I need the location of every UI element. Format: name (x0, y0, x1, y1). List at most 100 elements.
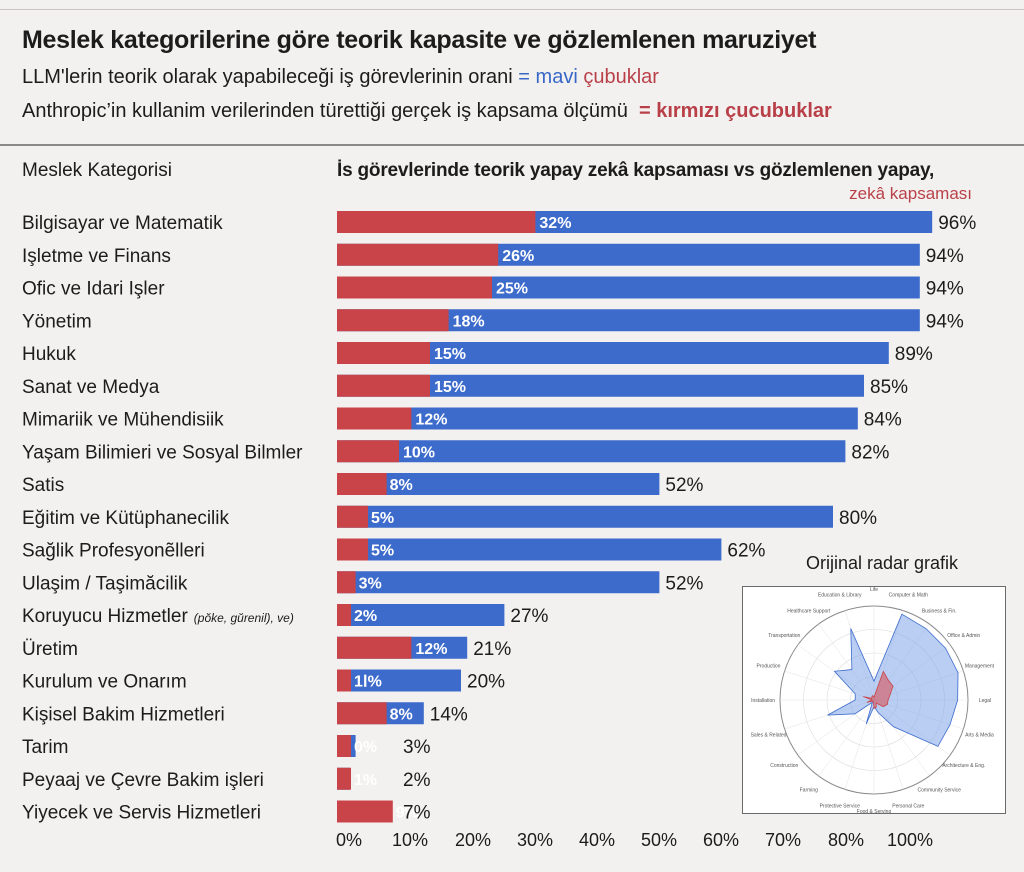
theoretical-value-label: 82% (851, 442, 889, 463)
theoretical-value-label: 94% (926, 279, 964, 300)
observed-bar (337, 735, 351, 757)
observed-bar (337, 374, 430, 397)
theoretical-bar (337, 604, 505, 626)
theoretical-bar (337, 669, 461, 692)
theoretical-value-label: 14% (430, 704, 468, 725)
chart-column-header: İs görevlerinde teorik yapay zekâ kapsam… (337, 160, 935, 181)
theoretical-value-label: 84% (864, 410, 902, 431)
theoretical-bar (337, 473, 660, 495)
observed-bar (337, 407, 412, 430)
category-label: Koruyucu Hizmetler (pŏke, gŭrenil), ve) (22, 606, 294, 627)
radar-spoke (873, 699, 904, 790)
theoretical-value-label: 52% (665, 475, 703, 496)
x-tick-label: 70% (765, 830, 801, 850)
radar-axis-label: Office & Admin (947, 633, 980, 639)
observed-value-label: 8% (390, 706, 413, 723)
x-tick-label: 30% (517, 830, 553, 850)
category-label: Üretim (22, 639, 78, 660)
legend-blue-bars-word: çubuklar (583, 66, 659, 88)
category-label: Kişisel Bakim Hizmetleri (22, 704, 225, 725)
category-label: Mimariik ve Mühendisiik (22, 410, 224, 431)
observed-value-label: 1Ⅰ% (354, 674, 382, 691)
top-rule (0, 9, 1024, 10)
radar-axis-label: Business & Fin. (922, 608, 957, 614)
observed-bar (337, 800, 393, 823)
theoretical-bar (337, 505, 833, 528)
observed-value-label: 8% (390, 477, 413, 494)
radar-axis-label: Installation (751, 698, 775, 704)
x-tick-label: 40% (579, 830, 615, 850)
observed-bar (337, 538, 368, 561)
observed-value-label: 18% (453, 313, 485, 330)
observed-value-label: 26% (502, 248, 534, 265)
theoretical-value-label: 27% (510, 606, 548, 627)
observed-bar (337, 604, 351, 626)
theoretical-bar (337, 538, 722, 561)
category-label: Ulaşim / Taşimăcilik (22, 573, 188, 594)
radar-axis-label: Food & Serving (857, 809, 892, 813)
theoretical-bar (337, 374, 864, 397)
radar-axis-label: Sales & Related (751, 732, 787, 738)
theoretical-value-label: 89% (895, 344, 933, 365)
radar-chart: Life Computer & Math Business & Fin. Office… (751, 587, 995, 813)
radar-axis-label: Computer & Math (889, 593, 928, 599)
theoretical-value-label: 2% (403, 770, 431, 791)
legend-blue-equals: = (518, 66, 530, 88)
radar-axis-label: Architecture & Eng. (942, 763, 985, 769)
theoretical-value-label: 7% (403, 803, 431, 824)
radar-axis-label: Arts & Media (965, 732, 994, 738)
category-label: Satis (22, 475, 64, 496)
observed-bar (337, 669, 351, 692)
observed-bar (337, 243, 499, 266)
category-label: Ofic ve Idari Işler (22, 279, 165, 300)
x-tick-label: 0% (336, 830, 362, 850)
observed-value-label: 25% (496, 281, 528, 298)
category-note: (pŏke, gŭrenil), ve) (194, 611, 294, 625)
theoretical-value-label: 20% (467, 672, 505, 693)
observed-bar (337, 309, 449, 332)
subtitle-theoretical-text: LLM'lerin teorik olarak yapabileceği iş … (22, 66, 513, 88)
category-label: Yaşam Bilimieri ve Sosyal Bilmler (22, 442, 303, 463)
observed-bar (337, 767, 351, 790)
observed-bar (337, 473, 387, 495)
observed-bar (337, 211, 536, 233)
radar-axis-label: Personal Care (892, 803, 924, 809)
theoretical-value-label: 85% (870, 377, 908, 398)
category-label: Hukuk (22, 344, 76, 365)
radar-axis-label: Management (965, 664, 995, 670)
observed-value-label: 15% (434, 379, 466, 396)
radar-axis-label: Protective Service (820, 803, 861, 809)
category-label: Sanat ve Medya (22, 377, 160, 398)
x-tick-label: 50% (641, 830, 677, 850)
x-tick-label: 10% (392, 830, 428, 850)
radar-axis-label: Construction (770, 763, 798, 769)
subtitle-observed: Anthropic’in kullanim verilerinden türet… (22, 100, 832, 123)
observed-value-label: 0% (354, 739, 377, 756)
observed-bar (337, 571, 356, 594)
observed-bar (337, 702, 387, 725)
chart-column-header-line2: zekâ kapsaması (849, 184, 972, 203)
theoretical-value-label: 80% (839, 508, 877, 529)
x-tick-label: 60% (703, 830, 739, 850)
radar-axis-label: Healthcare Support (787, 608, 831, 614)
observed-value-label: 10% (403, 444, 435, 461)
observed-value-label: 5% (371, 510, 394, 527)
radar-axis-label: Farming (800, 788, 819, 794)
x-tick-label: 20% (455, 830, 491, 850)
observed-bar (337, 276, 492, 299)
radar-axis-label: Legal (979, 698, 991, 704)
radar-axis-label: Transportation (768, 633, 800, 639)
theoretical-bar (337, 342, 889, 364)
theoretical-value-label: 21% (473, 639, 511, 660)
category-label: Bilgisayar ve Matematik (22, 213, 223, 234)
theoretical-value-label: 94% (926, 311, 964, 332)
radar-axis-label: Community Service (918, 788, 962, 794)
category-label: Peyaaj ve Çevre Bakim işleri (22, 770, 264, 791)
theoretical-value-label: 62% (727, 541, 765, 562)
radar-axis-label: Production (757, 664, 781, 670)
radar-spoke (818, 699, 875, 777)
inset-title: Orijinal radar grafik (806, 553, 959, 573)
observed-value-label: 1% (354, 772, 377, 789)
observed-bar (337, 342, 430, 364)
